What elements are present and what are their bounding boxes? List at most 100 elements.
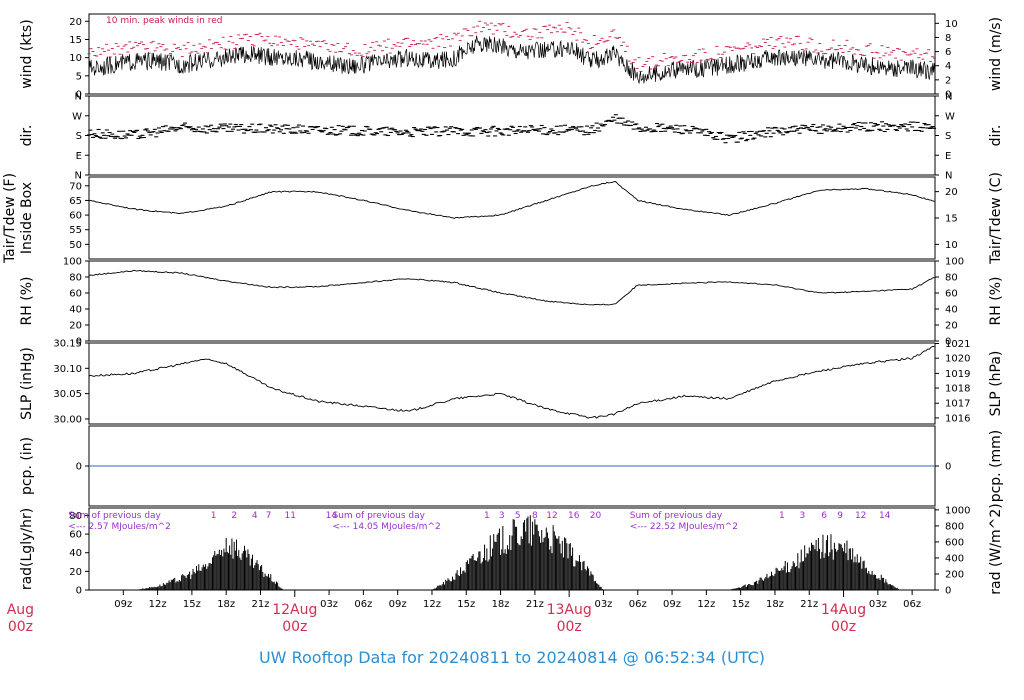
x-tick-label: 09z	[663, 599, 681, 610]
x-tick-label: 18z	[217, 599, 235, 610]
x-tick-label: 09z	[114, 599, 132, 610]
rad-annotation: Sum of previous day	[630, 511, 723, 521]
rad-annotation: <--- 14.05 MJoules/m^2	[333, 522, 441, 532]
x-tick-label: 09z	[389, 599, 407, 610]
x-day-label: 12Aug	[272, 602, 317, 618]
y-tick-label-slp: 30.00	[53, 414, 82, 425]
y-tick-label-rad: 0	[76, 586, 82, 597]
rad-hour-label: 1	[211, 511, 217, 521]
panel-frame-temp	[88, 176, 936, 260]
x-day-label: 14Aug	[821, 602, 866, 618]
slp-series	[88, 345, 935, 419]
y-right-tick-label-rh: 100	[945, 257, 964, 268]
rad-hour-label: 12	[855, 511, 866, 521]
y-tick-label-temp: 55	[69, 225, 82, 236]
y-tick-label-rh: 20	[69, 321, 82, 332]
y-tick-label-dir: E	[76, 151, 82, 162]
rad-annotation: Sum of previous day	[68, 511, 161, 521]
y-tick-label-temp: 65	[69, 196, 82, 207]
y-right-tick-label-rh: 40	[945, 305, 958, 316]
x-tick-label: 12z	[423, 599, 441, 610]
y-right-tick-label-wind: 0	[945, 90, 951, 101]
x-tick-label: 06z	[354, 599, 372, 610]
panel-frame-dir	[88, 95, 936, 176]
y-right-tick-label-wind: 2	[945, 75, 951, 86]
y-right-tick-label-temp: 15	[945, 214, 958, 225]
y-tick-label-dir: N	[75, 171, 82, 182]
y-tick-label-wind: 5	[76, 71, 82, 82]
y-right-tick-label-rh: 60	[945, 289, 958, 300]
y-tick-label-dir: W	[72, 111, 82, 122]
rad-hour-label: 16	[568, 511, 580, 521]
x-day-hour-label: 00z	[831, 619, 856, 635]
y-axis-label-rad: rad(Lgly/hr)	[19, 508, 35, 590]
rad-hour-label: 5	[515, 511, 521, 521]
y-right-tick-label-slp: 1017	[945, 399, 970, 410]
wind-annotation: 10 min. peak winds in red	[106, 16, 223, 26]
y-tick-label-rad: 40	[69, 548, 82, 559]
y-tick-label-wind: 10	[69, 53, 82, 64]
y-right-tick-label-rh: 20	[945, 321, 958, 332]
y-right-tick-label-rad: 800	[945, 521, 964, 532]
y-tick-label-temp: 60	[69, 211, 82, 222]
y-right-tick-label-wind: 10	[945, 19, 958, 30]
y-axis-right-label-pcp: pcp. (mm)	[988, 430, 1004, 503]
y-right-tick-label-slp: 1019	[945, 369, 970, 380]
y-right-tick-label-dir: W	[945, 111, 955, 122]
y-axis-right-label-temp: Tair/Tdew (C)	[988, 172, 1004, 265]
y-right-tick-label-temp: 20	[945, 187, 958, 198]
y-right-tick-label-wind: 6	[945, 47, 951, 58]
rad-hour-label: 8	[532, 511, 538, 521]
x-tick-label: 03z	[320, 599, 338, 610]
rad-annotation: <--- 2.57 MJoules/m^2	[68, 522, 170, 532]
y-axis-right-label-rh: RH (%)	[988, 277, 1004, 326]
x-tick-label: 18z	[766, 599, 784, 610]
y-axis-label-rh: RH (%)	[19, 277, 35, 326]
rh-series	[88, 269, 935, 306]
x-day-label: 13Aug	[547, 602, 592, 618]
y-axis-label-dir: dir.	[19, 125, 35, 147]
y-right-tick-label-wind: 8	[945, 33, 951, 44]
y-right-tick-label-rad: 400	[945, 553, 964, 564]
panel-frame-rh	[88, 260, 936, 342]
y-axis-right-label-wind: wind (m/s)	[988, 17, 1004, 91]
chart-title: UW Rooftop Data for 20240811 to 20240814…	[258, 648, 766, 667]
x-day-label: Aug	[7, 602, 34, 618]
y-tick-label-rh: 60	[69, 289, 82, 300]
wind-series	[88, 35, 936, 84]
y-tick-label-dir: S	[76, 131, 82, 142]
y-right-tick-label-dir: S	[945, 131, 951, 142]
rad-hour-label: 9	[837, 511, 843, 521]
rad-hour-label: 4	[252, 511, 258, 521]
rad-hour-label: 20	[590, 511, 602, 521]
y-tick-label-dir: N	[75, 92, 82, 103]
y-tick-label-rh: 80	[69, 273, 82, 284]
y-axis-label-temp: Tair/Tdew (F)	[2, 173, 18, 264]
x-tick-label: 03z	[869, 599, 887, 610]
y-tick-label-rad: 20	[69, 567, 82, 578]
y-right-tick-label-wind: 4	[945, 61, 951, 72]
y-right-tick-label-rad: 200	[945, 569, 964, 580]
y-tick-label-rad: 60	[69, 530, 82, 541]
y-tick-label-wind: 20	[69, 17, 82, 28]
y-tick-label-temp: 70	[69, 181, 82, 192]
y-right-tick-label-pcp: 0	[945, 462, 951, 473]
x-tick-label: 03z	[594, 599, 612, 610]
y-axis-right-label-dir: dir.	[988, 125, 1004, 147]
y-axis-right-label-slp: SLP (hPa)	[988, 351, 1004, 417]
y-tick-label-temp: 50	[69, 240, 82, 251]
x-tick-label: 15z	[183, 599, 201, 610]
y-right-tick-label-temp: 10	[945, 240, 958, 251]
x-day-hour-label: 00z	[282, 619, 307, 635]
rad-hour-label: 14	[879, 511, 891, 521]
x-tick-label: 12z	[149, 599, 167, 610]
x-tick-label: 21z	[251, 599, 269, 610]
y-right-tick-label-dir: E	[945, 151, 951, 162]
y-right-tick-label-slp: 1016	[945, 413, 970, 424]
y-right-tick-label-rh: 80	[945, 273, 958, 284]
x-tick-label: 15z	[457, 599, 475, 610]
y-tick-label-rad: 80	[69, 511, 82, 522]
y-tick-label-rh: 0	[76, 337, 82, 348]
panel-frame-slp	[88, 342, 936, 425]
y-tick-label-slp: 30.15	[53, 339, 82, 350]
